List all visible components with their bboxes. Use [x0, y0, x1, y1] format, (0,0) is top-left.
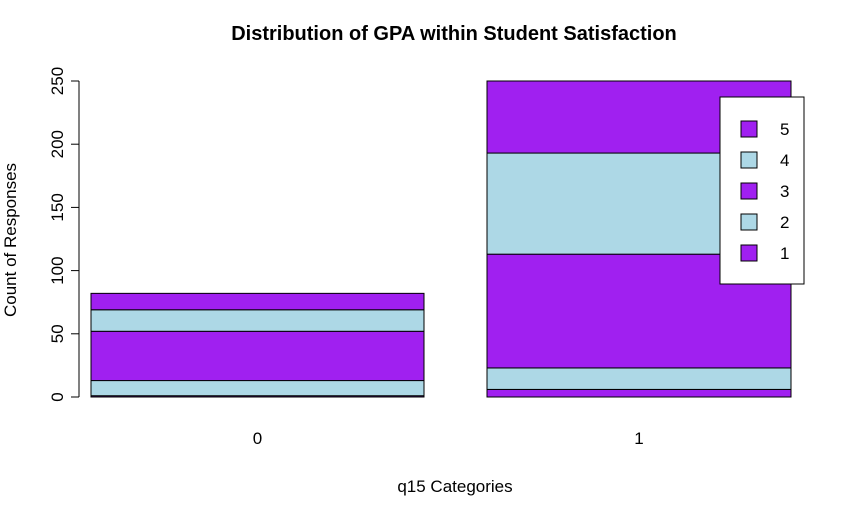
- y-axis-label: Count of Responses: [1, 163, 20, 317]
- bar-segment-0-4: [90, 309, 425, 332]
- y-tick-label: 100: [48, 256, 67, 284]
- chart-title: Distribution of GPA within Student Satis…: [231, 23, 677, 45]
- y-tick-label: 250: [48, 67, 67, 95]
- y-tick-label: 0: [48, 392, 67, 401]
- legend-swatch-4: [740, 151, 758, 169]
- legend-label-2: 2: [780, 213, 789, 232]
- legend-swatch-5: [740, 120, 758, 138]
- x-tick-label-0: 0: [253, 429, 262, 448]
- legend-label-5: 5: [780, 120, 789, 139]
- y-tick-label: 200: [48, 130, 67, 158]
- legend-label-3: 3: [780, 182, 789, 201]
- x-tick-label-1: 1: [634, 429, 643, 448]
- bar-segment-0-3: [90, 330, 425, 382]
- legend-box: [719, 96, 805, 285]
- legend-swatch-3: [740, 182, 758, 200]
- x-axis-label: q15 Categories: [397, 477, 512, 496]
- bar-segment-0-2: [90, 380, 425, 397]
- bar-segment-0-5: [90, 292, 425, 311]
- legend: 5 4 3 2 1: [719, 96, 805, 285]
- legend-label-1: 1: [780, 244, 789, 263]
- y-tick-label: 150: [48, 193, 67, 221]
- bar-segment-1-2: [486, 367, 792, 390]
- bars: [90, 80, 792, 398]
- y-axis: 0 50 100 150 200 250: [48, 67, 80, 402]
- y-tick-label: 50: [48, 324, 67, 343]
- legend-swatch-2: [740, 213, 758, 231]
- bar-segment-1-1: [486, 388, 792, 398]
- legend-label-4: 4: [780, 151, 789, 170]
- legend-swatch-1: [740, 244, 758, 262]
